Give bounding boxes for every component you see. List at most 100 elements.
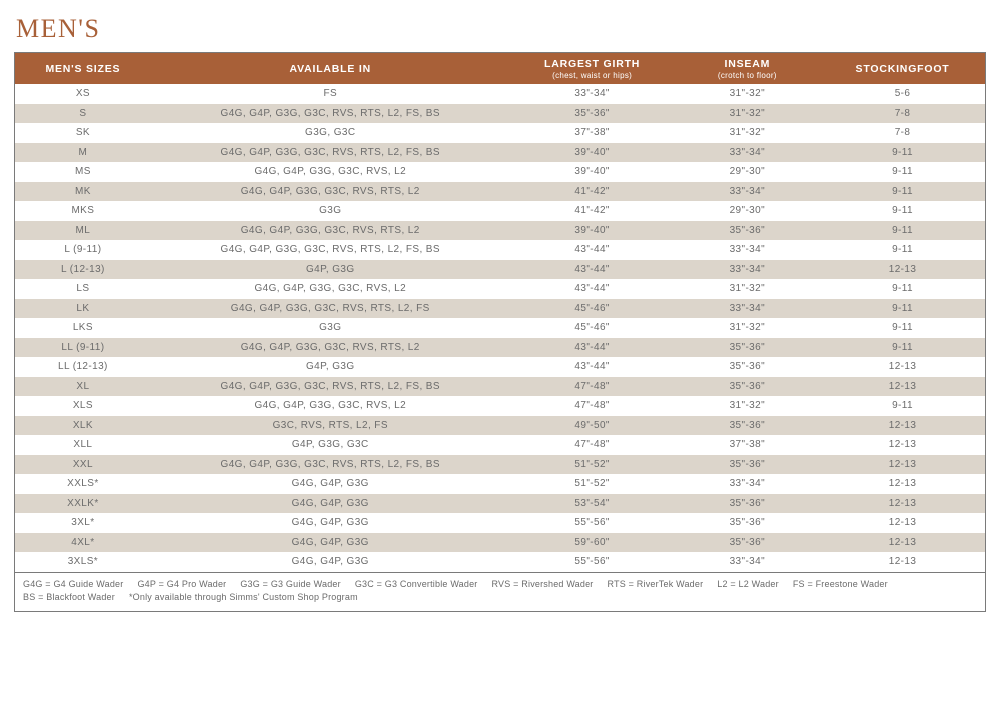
cell: XL	[15, 377, 151, 397]
cell: 12-13	[820, 416, 985, 436]
cell: 33"-34"	[510, 84, 675, 104]
cell: G4G, G4P, G3G, G3C, RVS, RTS, L2	[151, 221, 510, 241]
table-row: XLKG3C, RVS, RTS, L2, FS49"-50"35"-36"12…	[15, 416, 985, 436]
cell: 12-13	[820, 455, 985, 475]
cell: 9-11	[820, 279, 985, 299]
cell: 31"-32"	[675, 104, 821, 124]
cell: 9-11	[820, 338, 985, 358]
cell: 35"-36"	[675, 221, 821, 241]
table-row: LL (9-11)G4G, G4P, G3G, G3C, RVS, RTS, L…	[15, 338, 985, 358]
table-row: MSG4G, G4P, G3G, G3C, RVS, L239"-40"29"-…	[15, 162, 985, 182]
table-row: 3XLS*G4G, G4P, G3G55"-56"33"-34"12-13	[15, 552, 985, 572]
legend-item: G3C = G3 Convertible Wader	[355, 579, 478, 589]
cell: 49"-50"	[510, 416, 675, 436]
cell: 12-13	[820, 260, 985, 280]
cell: 43"-44"	[510, 279, 675, 299]
cell: G4P, G3G	[151, 260, 510, 280]
cell: 29"-30"	[675, 201, 821, 221]
cell: G3G	[151, 318, 510, 338]
cell: 39"-40"	[510, 162, 675, 182]
col-header-label: AVAILABLE IN	[289, 63, 371, 75]
cell: LK	[15, 299, 151, 319]
cell: 41"-42"	[510, 201, 675, 221]
cell: 51"-52"	[510, 474, 675, 494]
cell: XLK	[15, 416, 151, 436]
legend: G4G = G4 Guide WaderG4P = G4 Pro WaderG3…	[15, 572, 985, 611]
legend-item: L2 = L2 Wader	[717, 579, 779, 589]
cell: G4G, G4P, G3G	[151, 494, 510, 514]
cell: G4G, G4P, G3G, G3C, RVS, RTS, L2, FS, BS	[151, 104, 510, 124]
cell: 31"-32"	[675, 318, 821, 338]
cell: 9-11	[820, 182, 985, 202]
cell: 12-13	[820, 494, 985, 514]
cell: 9-11	[820, 162, 985, 182]
cell: G4P, G3G	[151, 357, 510, 377]
cell: 43"-44"	[510, 357, 675, 377]
table-row: LKSG3G45"-46"31"-32"9-11	[15, 318, 985, 338]
cell: LL (9-11)	[15, 338, 151, 358]
legend-item: RTS = RiverTek Wader	[608, 579, 704, 589]
cell: 12-13	[820, 474, 985, 494]
cell: 5-6	[820, 84, 985, 104]
cell: 9-11	[820, 143, 985, 163]
cell: 59"-60"	[510, 533, 675, 553]
cell: 37"-38"	[675, 435, 821, 455]
table-row: XLLG4P, G3G, G3C47"-48"37"-38"12-13	[15, 435, 985, 455]
cell: 35"-36"	[675, 533, 821, 553]
cell: 33"-34"	[675, 240, 821, 260]
cell: XXLS*	[15, 474, 151, 494]
legend-item: G3G = G3 Guide Wader	[240, 579, 340, 589]
col-header-label: MEN'S SIZES	[45, 63, 120, 75]
col-header-sublabel: (chest, waist or hips)	[514, 71, 671, 80]
table-header: MEN'S SIZES AVAILABLE IN LARGEST GIRTH(che…	[15, 53, 985, 84]
cell: G4G, G4P, G3G, G3C, RVS, L2	[151, 279, 510, 299]
cell: 47"-48"	[510, 396, 675, 416]
cell: 39"-40"	[510, 221, 675, 241]
table-body: XSFS33"-34"31"-32"5-6SG4G, G4P, G3G, G3C…	[15, 84, 985, 572]
cell: 33"-34"	[675, 299, 821, 319]
cell: 41"-42"	[510, 182, 675, 202]
cell: 55"-56"	[510, 513, 675, 533]
cell: SK	[15, 123, 151, 143]
legend-item: FS = Freestone Wader	[793, 579, 888, 589]
cell: XXL	[15, 455, 151, 475]
cell: 33"-34"	[675, 474, 821, 494]
cell: L (9-11)	[15, 240, 151, 260]
cell: LKS	[15, 318, 151, 338]
cell: 33"-34"	[675, 182, 821, 202]
cell: G4G, G4P, G3G	[151, 513, 510, 533]
cell: ML	[15, 221, 151, 241]
cell: S	[15, 104, 151, 124]
cell: 55"-56"	[510, 552, 675, 572]
table-row: MKSG3G41"-42"29"-30"9-11	[15, 201, 985, 221]
cell: G4G, G4P, G3G, G3C, RVS, L2	[151, 162, 510, 182]
cell: 43"-44"	[510, 338, 675, 358]
cell: 9-11	[820, 318, 985, 338]
cell: 53"-54"	[510, 494, 675, 514]
cell: 43"-44"	[510, 260, 675, 280]
col-header-3: INSEAM(crotch to floor)	[675, 53, 821, 84]
table-row: L (9-11)G4G, G4P, G3G, G3C, RVS, RTS, L2…	[15, 240, 985, 260]
table-row: XXLS*G4G, G4P, G3G51"-52"33"-34"12-13	[15, 474, 985, 494]
table-row: L (12-13)G4P, G3G43"-44"33"-34"12-13	[15, 260, 985, 280]
cell: 35"-36"	[675, 455, 821, 475]
page-title: MEN'S	[16, 14, 986, 44]
cell: G4G, G4P, G3G, G3C, RVS, RTS, L2, FS, BS	[151, 240, 510, 260]
cell: G4G, G4P, G3G	[151, 552, 510, 572]
table-row: 3XL*G4G, G4P, G3G55"-56"35"-36"12-13	[15, 513, 985, 533]
table-row: LL (12-13)G4P, G3G43"-44"35"-36"12-13	[15, 357, 985, 377]
cell: 33"-34"	[675, 143, 821, 163]
table-row: LSG4G, G4P, G3G, G3C, RVS, L243"-44"31"-…	[15, 279, 985, 299]
col-header-2: LARGEST GIRTH(chest, waist or hips)	[510, 53, 675, 84]
cell: 12-13	[820, 513, 985, 533]
cell: 35"-36"	[675, 377, 821, 397]
cell: 31"-32"	[675, 279, 821, 299]
legend-item: G4G = G4 Guide Wader	[23, 579, 123, 589]
cell: 51"-52"	[510, 455, 675, 475]
table-row: LKG4G, G4P, G3G, G3C, RVS, RTS, L2, FS45…	[15, 299, 985, 319]
legend-item: RVS = Rivershed Wader	[492, 579, 594, 589]
cell: G3G, G3C	[151, 123, 510, 143]
cell: XS	[15, 84, 151, 104]
cell: 45"-46"	[510, 299, 675, 319]
cell: XXLK*	[15, 494, 151, 514]
